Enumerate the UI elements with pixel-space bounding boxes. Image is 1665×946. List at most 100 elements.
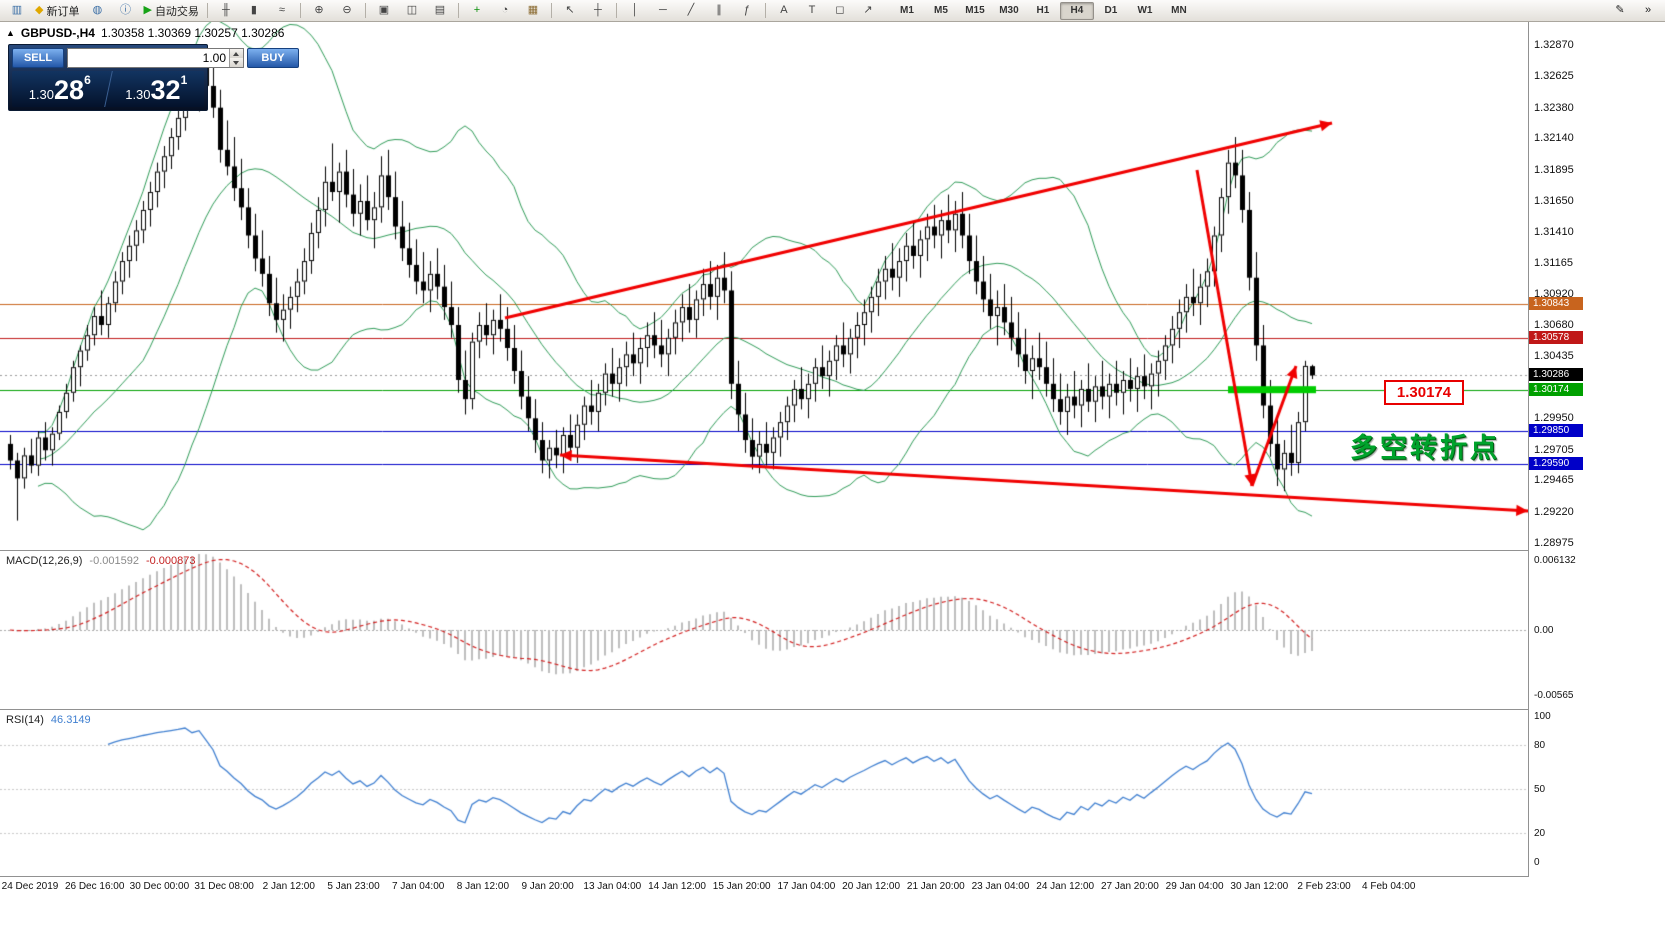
timeframe-mn[interactable]: MN — [1171, 5, 1187, 16]
main-toolbar: ▥ ◆ 新订单 ◍ ⓘ ▶ 自动交易 ╫ ▮ ≈ ⊕ ⊖ ▣ ◫ ▤ + ◔ ▦ ↖ ┼ │ ─ ╱ ∥ ƒ A T ◻ ↗ M1 M5 M… — [0, 0, 1665, 22]
macd-label: MACD(12,26,9) — [6, 555, 83, 567]
data-window-button-icon: ⓘ — [119, 4, 131, 16]
data-window-button[interactable]: ⓘ — [111, 1, 139, 21]
bar-chart-button[interactable]: ╫ — [212, 1, 240, 21]
new-order-button-label: 新订单 — [46, 5, 80, 18]
price-axis-label: 1.29220 — [1534, 505, 1574, 518]
zoom-out-button[interactable]: ⊖ — [333, 1, 361, 21]
tile-windows-button-icon: ▣ — [378, 4, 390, 16]
macd-signal-value: -0.000873 — [145, 555, 196, 567]
timeframe-h1[interactable]: H1 — [1036, 5, 1050, 16]
buy-price[interactable]: 1.30 32 1 — [109, 71, 205, 107]
new-order-button[interactable]: ◆ 新订单 — [31, 1, 83, 21]
time-axis-label: 24 Dec 2019 — [1, 881, 59, 892]
crosshair-button[interactable]: ┼ — [584, 1, 612, 21]
price-tag[interactable]: 1.29850 — [1529, 424, 1583, 438]
price-chart-canvas[interactable] — [0, 22, 1530, 550]
bar-chart-button-icon: ╫ — [222, 4, 230, 16]
quick-trade-toggle-icon[interactable]: ▲ — [6, 28, 15, 38]
price-tag[interactable]: 1.30286 — [1529, 368, 1583, 382]
indicators-button[interactable]: + — [463, 1, 491, 21]
vertical-line-button[interactable]: │ — [621, 1, 649, 21]
rsi-label: RSI(14) — [6, 714, 44, 726]
macd-panel-canvas[interactable] — [0, 551, 1530, 709]
sell-price-point: 6 — [84, 73, 91, 87]
timeframe-w1[interactable]: W1 — [1137, 5, 1153, 16]
candlestick-chart-button[interactable]: ▮ — [240, 1, 268, 21]
time-axis-label: 21 Jan 20:00 — [906, 881, 965, 892]
auto-trading-button[interactable]: ▶ 自动交易 — [139, 1, 202, 21]
price-scale[interactable]: 1.32870 1.32625 1.32380 1.32140 1.31895 1.316… — [1529, 22, 1665, 877]
ohlc-values: 1.30358 1.30369 1.30257 1.30286 — [100, 26, 285, 40]
text-label-button[interactable]: T — [798, 1, 826, 21]
buy-button[interactable]: BUY — [247, 48, 299, 68]
profiles-button[interactable]: ◍ — [83, 1, 111, 21]
zoom-in-button[interactable]: ⊕ — [305, 1, 333, 21]
timeframe-m5[interactable]: M5 — [933, 5, 948, 16]
arrange-windows-button-icon: ▤ — [434, 4, 446, 16]
line-chart-button[interactable]: ≈ — [268, 1, 296, 21]
toolbar-separator — [615, 3, 617, 18]
arrow-objects-button-icon: ↗ — [863, 4, 873, 16]
time-axis-label: 27 Jan 20:00 — [1100, 881, 1159, 892]
overflow-button[interactable]: » — [1634, 1, 1662, 21]
time-axis-label: 9 Jan 20:00 — [521, 881, 574, 892]
price-axis-label: 1.31410 — [1534, 225, 1574, 238]
arrange-windows-button[interactable]: ▤ — [426, 1, 454, 21]
periods-button[interactable]: ◔ — [491, 1, 519, 21]
time-axis[interactable]: 24 Dec 2019 26 Dec 16:00 30 Dec 00:00 31 De… — [0, 877, 1665, 899]
time-axis-label: 14 Jan 12:00 — [648, 881, 706, 892]
arrow-objects-button[interactable]: ↗ — [854, 1, 882, 21]
price-axis-label: 1.32140 — [1534, 132, 1574, 145]
fibonacci-button[interactable]: ƒ — [733, 1, 761, 21]
panel-separator[interactable] — [0, 709, 1665, 710]
equidistant-channel-button[interactable]: ∥ — [705, 1, 733, 21]
horizontal-line-button[interactable]: ─ — [649, 1, 677, 21]
cascade-windows-button[interactable]: ◫ — [398, 1, 426, 21]
buy-price-pips: 32 — [150, 75, 181, 106]
timeframe-m30[interactable]: M30 — [999, 5, 1019, 16]
new-chart-button[interactable]: ▥ — [3, 1, 31, 21]
sell-price[interactable]: 1.30 28 6 — [12, 71, 108, 107]
tile-windows-button[interactable]: ▣ — [370, 1, 398, 21]
turning-point-label[interactable]: 多空转折点 — [1350, 433, 1500, 463]
price-annotation-box[interactable]: 1.30174 — [1384, 380, 1464, 405]
text-button-icon: A — [780, 4, 788, 16]
volume-down-button[interactable] — [230, 58, 243, 67]
timeframe-d1[interactable]: D1 — [1104, 5, 1118, 16]
price-tag[interactable]: 1.30578 — [1529, 331, 1583, 345]
time-axis-label: 24 Jan 12:00 — [1036, 881, 1095, 892]
price-axis-label: 1.32870 — [1534, 39, 1574, 51]
sell-button[interactable]: SELL — [12, 48, 64, 68]
horizontal-line-button-icon: ─ — [659, 4, 667, 16]
price-tag[interactable]: 1.30174 — [1529, 382, 1583, 396]
equidistant-channel-button-icon: ∥ — [716, 4, 722, 16]
timeframe-m15[interactable]: M15 — [965, 5, 985, 16]
templates-button[interactable]: ▦ — [519, 1, 547, 21]
panel-separator[interactable] — [0, 550, 1665, 551]
volume-input[interactable] — [68, 49, 229, 67]
vertical-line-button-icon: │ — [631, 4, 639, 16]
sell-price-big-figure: 1.30 — [28, 87, 55, 102]
rsi-panel-canvas[interactable] — [0, 710, 1530, 876]
cursor-button[interactable]: ↖ — [556, 1, 584, 21]
edit-button-icon: ✎ — [1615, 4, 1625, 16]
line-chart-button-icon: ≈ — [278, 4, 285, 16]
toolbar-separator — [457, 3, 459, 18]
edit-button[interactable]: ✎ — [1606, 1, 1634, 21]
shapes-button[interactable]: ◻ — [826, 1, 854, 21]
text-button[interactable]: A — [770, 1, 798, 21]
new-chart-button-icon: ▥ — [11, 4, 23, 16]
timeframe-h4[interactable]: H4 — [1059, 1, 1094, 20]
price-tag[interactable]: 1.30843 — [1529, 297, 1583, 311]
rsi-axis-label: 100 — [1534, 711, 1551, 722]
price-tag[interactable]: 1.29590 — [1529, 457, 1583, 471]
periods-button-icon: ◔ — [501, 4, 509, 16]
toolbar-buttons: ▥ ◆ 新订单 ◍ ⓘ ▶ 自动交易 ╫ ▮ ≈ ⊕ ⊖ ▣ ◫ ▤ + ◔ ▦ ↖ ┼ │ ─ ╱ ∥ ƒ A T ◻ ↗ — [3, 1, 882, 21]
trendline-button[interactable]: ╱ — [677, 1, 705, 21]
timeframe-m1[interactable]: M1 — [899, 5, 914, 16]
time-axis-label: 4 Feb 04:00 — [1362, 881, 1416, 892]
macd-axis-label: 0.00 — [1534, 625, 1554, 636]
indicators-button-icon: + — [473, 4, 481, 16]
volume-up-button[interactable] — [230, 49, 243, 58]
